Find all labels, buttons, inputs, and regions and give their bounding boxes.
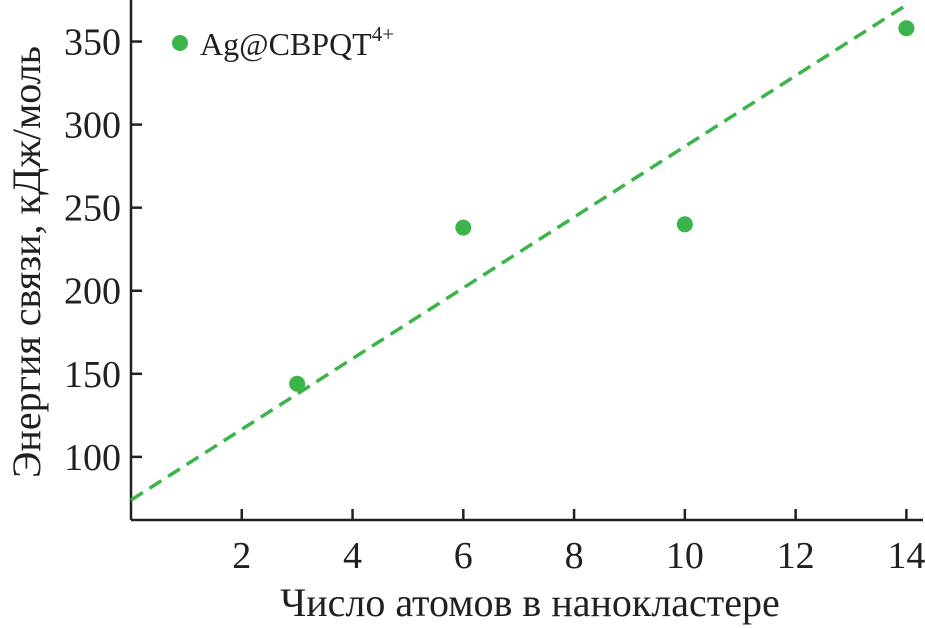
y-tick-label: 300 [64,105,121,147]
legend-series-name: Ag@CBPQT [200,26,372,62]
fit-line [130,3,908,502]
fit-line-layer [130,3,908,502]
data-point [898,20,915,37]
legend-label: Ag@CBPQT4+ [200,22,394,62]
x-tick-label: 2 [232,535,251,577]
x-tick-label: 10 [666,535,704,577]
x-tick-label: 14 [887,535,925,577]
data-point [289,375,306,392]
legend-series-superscript: 4+ [372,22,394,46]
data-point [455,219,472,236]
y-tick-label: 250 [64,188,121,230]
axes [129,0,923,522]
x-tick-label: 12 [777,535,815,577]
data-points [289,20,915,392]
x-tick-label: 6 [454,535,473,577]
y-axis-title: Энергия связи, кДж/моль [4,46,49,478]
data-point [676,216,693,233]
y-tick-label: 150 [64,354,121,396]
x-tick-label: 4 [343,535,362,577]
y-tick-label: 100 [64,437,121,479]
legend-marker [172,35,188,51]
legend: Ag@CBPQT4+ [172,22,394,62]
x-axis-title: Число атомов в нанокластере [280,580,780,625]
y-tick-label: 200 [64,271,121,313]
ticks: 2 4 6 8 10 12 14 100 150 200 250 300 350 [64,22,925,577]
y-tick-label: 350 [64,22,121,64]
x-tick-label: 8 [565,535,584,577]
